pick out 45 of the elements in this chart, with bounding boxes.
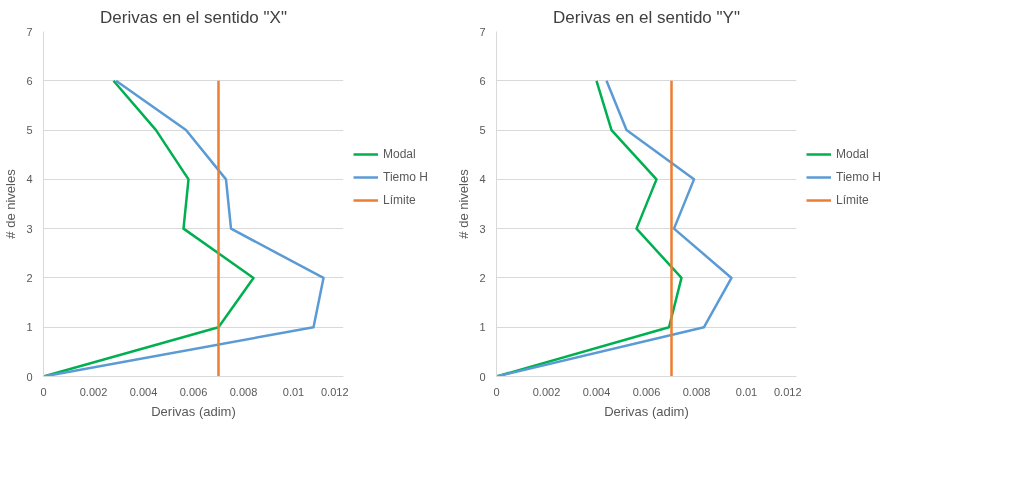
chart-title: Derivas en el sentido "X"	[100, 7, 287, 27]
y-tick-label: 0	[479, 370, 486, 383]
y-tick-label: 0	[26, 370, 33, 383]
y-tick-label: 2	[479, 271, 486, 284]
y-tick-label: 5	[479, 124, 486, 137]
x-tick-label: 0.002	[79, 385, 108, 398]
x-tick-label: 0.004	[129, 385, 158, 398]
legend-label: Límite	[383, 193, 416, 208]
x-tick-label: 0.008	[682, 385, 711, 398]
legend-label: Modal	[836, 147, 869, 162]
x-tick-label: 0	[493, 385, 500, 398]
x-tick-label: 0.008	[229, 385, 258, 398]
y-tick-label: 6	[479, 74, 486, 87]
y-tick-label: 6	[26, 74, 33, 87]
legend-label: Tiemo H	[836, 170, 881, 185]
legend-label: Límite	[836, 193, 869, 208]
y-tick-label: 4	[479, 173, 486, 186]
line-series	[496, 79, 733, 377]
x-tick-label: 0.004	[582, 385, 611, 398]
y-tick-label: 5	[26, 124, 33, 137]
y-tick-label: 1	[26, 321, 33, 334]
x-axis-title: Derivas (adim)	[151, 403, 236, 419]
y-tick-label: 2	[26, 271, 33, 284]
y-tick-label: 1	[479, 321, 486, 334]
x-tick-label: 0.006	[179, 385, 208, 398]
x-axis-title: Derivas (adim)	[604, 403, 689, 419]
legend-label: Modal	[383, 147, 416, 162]
y-tick-label: 7	[479, 25, 486, 38]
y-axis-title: # de niveles	[3, 168, 19, 239]
y-axis-title: # de niveles	[456, 168, 472, 239]
y-tick-label: 7	[26, 25, 33, 38]
y-tick-label: 4	[26, 173, 33, 186]
x-tick-label: 0	[40, 385, 47, 398]
chart-title: Derivas en el sentido "Y"	[553, 7, 740, 27]
y-tick-label: 3	[26, 222, 33, 235]
x-tick-label: 0.006	[632, 385, 661, 398]
line-series	[43, 79, 325, 377]
x-tick-label: 0.01	[282, 385, 305, 398]
legend-label: Tiemo H	[383, 170, 428, 185]
line-series	[43, 79, 255, 377]
x-tick-label: 0.01	[735, 385, 758, 398]
x-tick-label: 0.012	[320, 385, 349, 398]
x-tick-label: 0.012	[773, 385, 802, 398]
y-tick-label: 3	[479, 222, 486, 235]
x-tick-label: 0.002	[532, 385, 561, 398]
